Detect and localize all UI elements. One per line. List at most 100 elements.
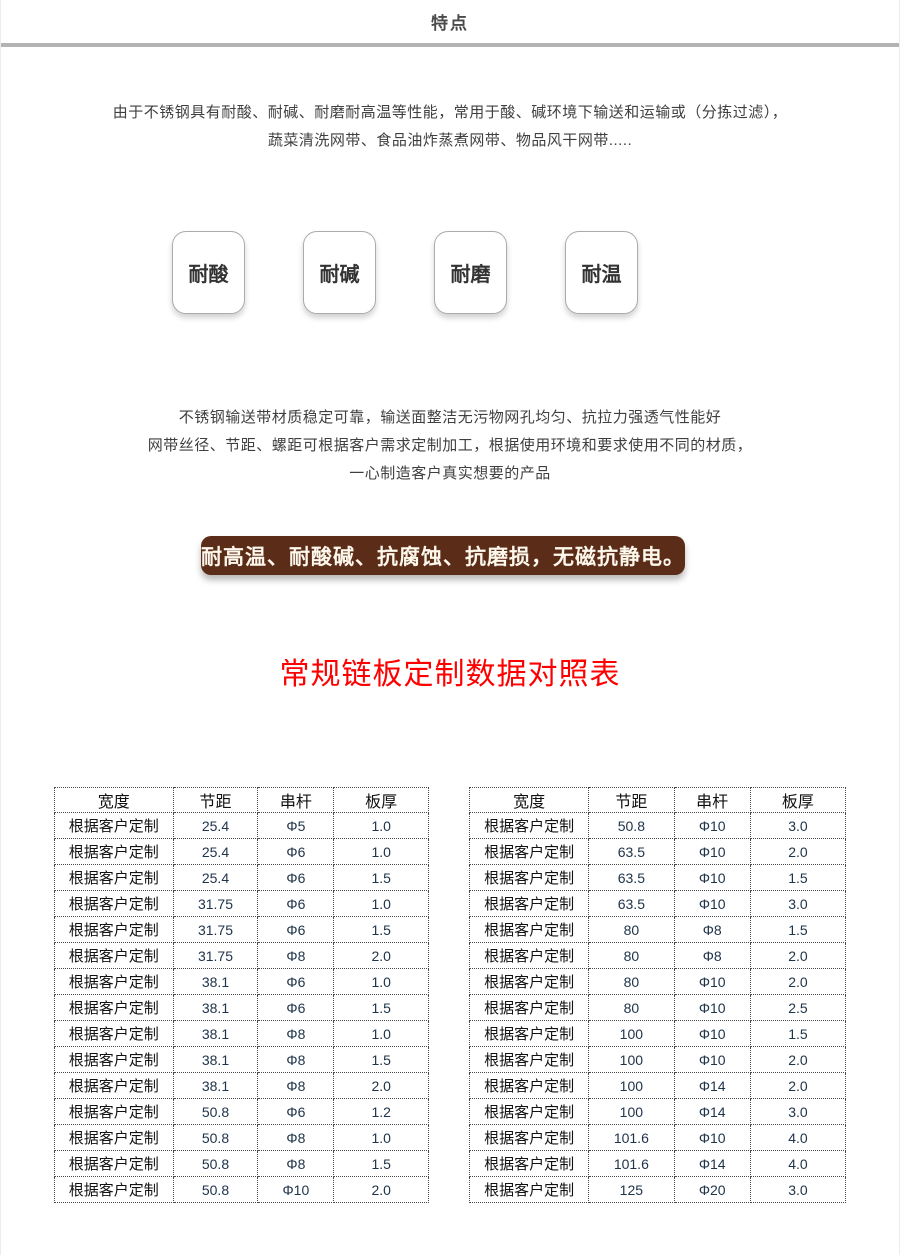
table-row: 根据客户定制 80 Φ8 1.5 <box>468 916 847 943</box>
column-header: 节距 <box>172 787 259 813</box>
value-cell: 1.5 <box>749 1020 847 1047</box>
width-cell: 根据客户定制 <box>54 994 174 1021</box>
width-cell: 根据客户定制 <box>54 1098 174 1125</box>
value-cell: 31.75 <box>172 942 259 969</box>
description-paragraph: 不锈钢输送带材质稳定可靠，输送面整洁无污物网孔均匀、抗拉力强透气性能好 网带丝径… <box>1 404 899 488</box>
value-cell: Φ10 <box>673 1046 751 1073</box>
value-cell: Φ14 <box>673 1098 751 1125</box>
value-cell: Φ10 <box>673 1020 751 1047</box>
table-row: 根据客户定制 63.5 Φ10 2.0 <box>468 838 847 865</box>
description-line-3: 一心制造客户真实想要的产品 <box>349 465 551 482</box>
value-cell: Φ20 <box>673 1176 751 1203</box>
value-cell: 31.75 <box>172 916 259 943</box>
value-cell: Φ10 <box>257 1176 335 1203</box>
value-cell: Φ8 <box>257 1150 335 1177</box>
column-header: 节距 <box>588 787 675 813</box>
value-cell: 1.5 <box>333 994 429 1021</box>
value-cell: Φ10 <box>673 812 751 839</box>
width-cell: 根据客户定制 <box>468 994 590 1021</box>
table-row: 根据客户定制 31.75 Φ8 2.0 <box>54 942 429 969</box>
value-cell: 25.4 <box>172 838 259 865</box>
width-cell: 根据客户定制 <box>54 1046 174 1073</box>
value-cell: 1.5 <box>749 916 847 943</box>
spec-table-left: 宽度 节距 串杆 板厚 根据客户定制 25.4 Φ5 1.0 根据客户定制 25.4 Φ6 1.0 根… <box>54 787 429 1203</box>
table-row: 根据客户定制 101.6 Φ10 4.0 <box>468 1124 847 1151</box>
value-cell: 2.0 <box>749 838 847 865</box>
description-line-1: 不锈钢输送带材质稳定可靠，输送面整洁无污物网孔均匀、抗拉力强透气性能好 <box>178 409 722 426</box>
width-cell: 根据客户定制 <box>54 942 174 969</box>
value-cell: 1.5 <box>333 1046 429 1073</box>
table-row: 根据客户定制 101.6 Φ14 4.0 <box>468 1150 847 1177</box>
table-row: 根据客户定制 80 Φ10 2.0 <box>468 968 847 995</box>
value-cell: Φ6 <box>257 916 335 943</box>
table-row: 根据客户定制 50.8 Φ6 1.2 <box>54 1098 429 1125</box>
width-cell: 根据客户定制 <box>468 1046 590 1073</box>
value-cell: 25.4 <box>172 812 259 839</box>
section-divider <box>1 43 899 47</box>
column-header: 宽度 <box>54 787 174 813</box>
value-cell: 80 <box>588 994 675 1021</box>
value-cell: 63.5 <box>588 864 675 891</box>
value-cell: 3.0 <box>749 1098 847 1125</box>
value-cell: Φ6 <box>257 890 335 917</box>
value-cell: Φ6 <box>257 968 335 995</box>
value-cell: 1.0 <box>333 812 429 839</box>
width-cell: 根据客户定制 <box>468 1124 590 1151</box>
value-cell: 125 <box>588 1176 675 1203</box>
value-cell: Φ10 <box>673 890 751 917</box>
value-cell: 101.6 <box>588 1150 675 1177</box>
header-row: 宽度 节距 串杆 板厚 <box>468 787 847 813</box>
value-cell: 50.8 <box>172 1150 259 1177</box>
feature-badge: 耐磨 <box>434 231 507 314</box>
value-cell: 1.0 <box>333 838 429 865</box>
value-cell: 2.0 <box>333 1176 429 1203</box>
value-cell: Φ10 <box>673 968 751 995</box>
highlight-banner: 耐高温、耐酸碱、抗腐蚀、抗磨损，无磁抗静电。 <box>201 536 685 575</box>
intro-line-1: 由于不锈钢具有耐酸、耐碱、耐磨耐高温等性能，常用于酸、碱环境下输送和运输或（分拣… <box>112 104 788 121</box>
width-cell: 根据客户定制 <box>468 942 590 969</box>
table-row: 根据客户定制 38.1 Φ6 1.5 <box>54 994 429 1021</box>
table-row: 根据客户定制 63.5 Φ10 1.5 <box>468 864 847 891</box>
table-row: 根据客户定制 100 Φ10 1.5 <box>468 1020 847 1047</box>
value-cell: 3.0 <box>749 812 847 839</box>
value-cell: 100 <box>588 1020 675 1047</box>
value-cell: Φ8 <box>673 942 751 969</box>
value-cell: 1.5 <box>333 1150 429 1177</box>
value-cell: 80 <box>588 916 675 943</box>
table-row: 根据客户定制 25.4 Φ6 1.0 <box>54 838 429 865</box>
table-row: 根据客户定制 38.1 Φ8 1.5 <box>54 1046 429 1073</box>
width-cell: 根据客户定制 <box>54 916 174 943</box>
table-row: 根据客户定制 50.8 Φ8 1.5 <box>54 1150 429 1177</box>
table-row: 根据客户定制 50.8 Φ8 1.0 <box>54 1124 429 1151</box>
value-cell: 2.0 <box>749 1072 847 1099</box>
spec-table-title: 常规链板定制数据对照表 <box>279 658 621 691</box>
width-cell: 根据客户定制 <box>468 812 590 839</box>
width-cell: 根据客户定制 <box>54 1020 174 1047</box>
width-cell: 根据客户定制 <box>54 864 174 891</box>
intro-paragraph: 由于不锈钢具有耐酸、耐碱、耐磨耐高温等性能，常用于酸、碱环境下输送和运输或（分拣… <box>1 99 899 155</box>
width-cell: 根据客户定制 <box>468 1150 590 1177</box>
value-cell: Φ10 <box>673 838 751 865</box>
value-cell: Φ6 <box>257 838 335 865</box>
feature-badges: 耐酸 耐碱 耐磨 耐温 <box>1 231 899 314</box>
value-cell: Φ14 <box>673 1072 751 1099</box>
highlight-banner-text: 耐高温、耐酸碱、抗腐蚀、抗磨损，无磁抗静电。 <box>201 545 685 569</box>
value-cell: 31.75 <box>172 890 259 917</box>
value-cell: Φ8 <box>673 916 751 943</box>
width-cell: 根据客户定制 <box>54 968 174 995</box>
value-cell: 38.1 <box>172 1020 259 1047</box>
value-cell: 1.5 <box>333 864 429 891</box>
width-cell: 根据客户定制 <box>468 1020 590 1047</box>
table-row: 根据客户定制 50.8 Φ10 2.0 <box>54 1176 429 1203</box>
value-cell: 100 <box>588 1098 675 1125</box>
value-cell: 4.0 <box>749 1150 847 1177</box>
column-header: 串杆 <box>257 787 335 813</box>
table-row: 根据客户定制 63.5 Φ10 3.0 <box>468 890 847 917</box>
value-cell: 100 <box>588 1072 675 1099</box>
value-cell: Φ10 <box>673 994 751 1021</box>
width-cell: 根据客户定制 <box>54 1150 174 1177</box>
value-cell: Φ6 <box>257 1098 335 1125</box>
value-cell: 4.0 <box>749 1124 847 1151</box>
table-row: 根据客户定制 125 Φ20 3.0 <box>468 1176 847 1203</box>
